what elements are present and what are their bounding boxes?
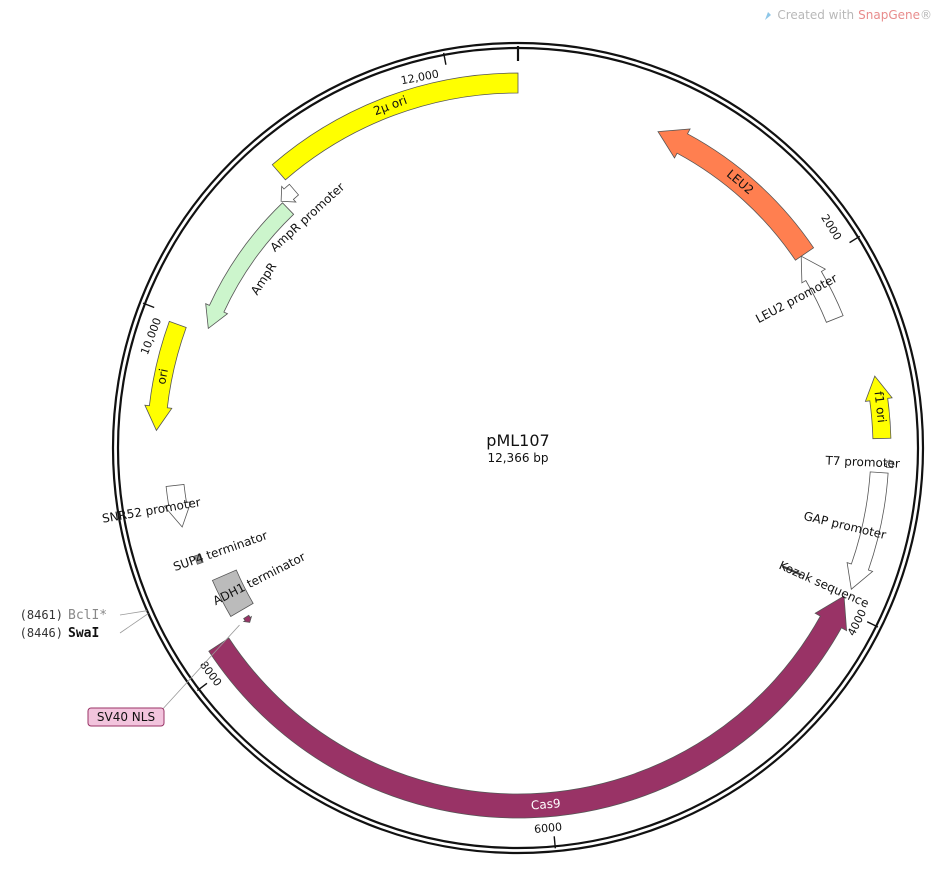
ori-shape[interactable] xyxy=(144,320,187,432)
watermark-suffix: ® xyxy=(920,8,932,22)
f1-ori-label: f1 ori xyxy=(871,391,888,424)
adh1-terminator-feature[interactable]: ADH1 terminator xyxy=(211,550,308,618)
swai-leader xyxy=(119,613,149,634)
two-micron-ori-feature[interactable]: 2μ ori xyxy=(271,72,519,181)
sv40-nls-callout[interactable]: SV40 NLS xyxy=(87,624,240,727)
leu2-promoter-feature[interactable]: LEU2 promoter xyxy=(753,255,844,326)
tick-label: 4000 xyxy=(845,607,869,638)
ori-feature[interactable]: ori xyxy=(144,320,187,432)
tick-mark xyxy=(866,621,879,628)
watermark-prefix: Created with xyxy=(777,8,855,22)
bcli-name: BclI* xyxy=(68,608,107,623)
f1-ori-shape[interactable] xyxy=(864,375,893,440)
tick-label: 2000 xyxy=(818,212,844,243)
sup4-terminator-feature[interactable]: SUP4 terminator xyxy=(171,528,269,574)
sup4-terminator-shape[interactable] xyxy=(194,553,204,565)
bcli-leader xyxy=(119,610,148,616)
ampr-promoter-shape[interactable] xyxy=(280,183,300,203)
snapgene-watermark: Created with SnapGene ® xyxy=(763,8,932,22)
bcli-position: (8461) xyxy=(20,608,63,622)
enzymes: (8461) BclI* (8446) SwaI xyxy=(20,608,149,641)
leu2-promoter-shape[interactable] xyxy=(800,255,844,323)
backbone-outer-circle xyxy=(111,41,925,855)
ori-label: ori xyxy=(154,367,171,385)
sv40-nls-shape[interactable] xyxy=(242,614,253,623)
tick-mark xyxy=(142,302,155,309)
watermark-brand: SnapGene xyxy=(858,8,920,22)
callout-label: SV40 NLS xyxy=(97,710,155,724)
gap-promoter-shape[interactable] xyxy=(846,471,889,590)
tick-mark xyxy=(553,836,557,849)
snr52-promoter-shape[interactable] xyxy=(163,484,192,528)
gap-promoter-feature[interactable]: GAP promoter xyxy=(802,471,889,590)
plasmid-name: pML107 xyxy=(486,431,549,450)
kozak-shape[interactable] xyxy=(781,565,802,576)
snapgene-logo-icon xyxy=(763,10,773,20)
plasmid-length: 12,366 bp xyxy=(487,451,548,465)
tick-mark xyxy=(196,682,208,692)
t7-promoter-feature[interactable]: T7 promoter xyxy=(824,454,900,471)
swai-name: SwaI xyxy=(68,626,99,641)
ampr-feature[interactable]: AmpR xyxy=(205,202,295,330)
ampr-label: AmpR xyxy=(248,260,280,298)
t7-promoter-label: T7 promoter xyxy=(824,454,900,471)
callout-leader xyxy=(159,624,240,713)
tick-label: 6000 xyxy=(534,820,563,836)
tick-mark xyxy=(442,52,447,65)
tick-2000: 2000 xyxy=(818,212,861,244)
tick-mark xyxy=(849,235,861,244)
cas9-label: Cas9 xyxy=(530,796,561,812)
ampr-shape[interactable] xyxy=(205,202,295,330)
two-micron-ori-shape[interactable] xyxy=(271,72,519,181)
cas9-shape[interactable] xyxy=(208,595,848,819)
cas9-feature[interactable]: Cas9 xyxy=(208,595,848,819)
tick-6000: 6000 xyxy=(534,820,563,849)
sup4-terminator-label: SUP4 terminator xyxy=(171,528,269,574)
sv40-nls-feature[interactable] xyxy=(242,614,253,623)
swai-site[interactable]: (8446) SwaI xyxy=(20,613,149,641)
bcli-site[interactable]: (8461) BclI* xyxy=(20,608,148,623)
callout-box xyxy=(87,707,165,727)
t7-promoter-shape[interactable] xyxy=(884,459,896,469)
f1-ori-feature[interactable]: f1 ori xyxy=(864,375,893,440)
leu2-shape[interactable] xyxy=(657,128,815,261)
callouts: SV40 NLS xyxy=(87,624,240,727)
swai-position: (8446) xyxy=(20,626,63,640)
adh1-terminator-shape[interactable] xyxy=(211,569,254,618)
